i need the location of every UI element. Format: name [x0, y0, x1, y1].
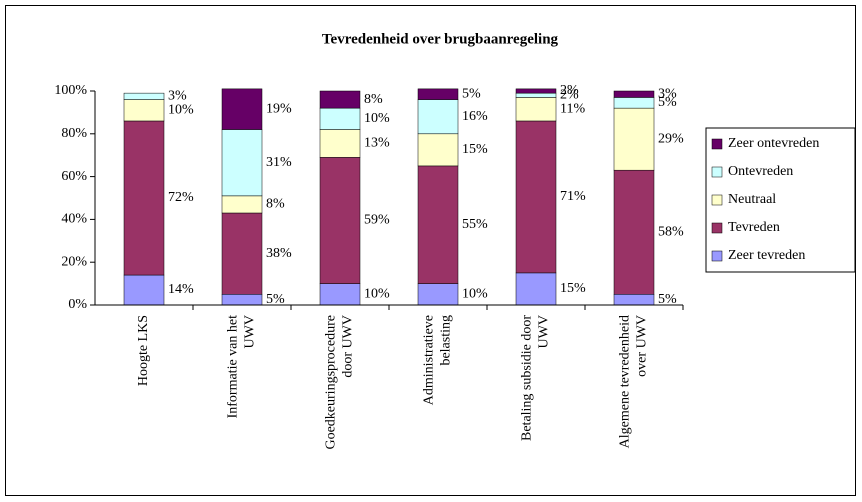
data-label: 38%	[266, 246, 292, 261]
bar-segment	[515, 272, 557, 306]
data-label: 10%	[462, 287, 488, 302]
bar-segment	[221, 212, 263, 295]
bar-segment	[123, 99, 165, 122]
legend-label: Zeer ontevreden	[728, 136, 819, 151]
bar-segment	[319, 107, 361, 130]
bar-segment	[319, 90, 361, 109]
data-label: 5%	[462, 86, 481, 101]
data-label: 59%	[364, 213, 390, 228]
data-label: 55%	[462, 217, 488, 232]
x-tick-label: Betaling subsidie door UWV	[520, 315, 552, 441]
bar-segment	[221, 294, 263, 306]
data-label: 10%	[364, 287, 390, 302]
data-label: 15%	[462, 142, 488, 157]
data-label: 72%	[168, 190, 194, 205]
data-label: 3%	[168, 89, 187, 104]
bar-segment	[123, 92, 165, 100]
chart-title: Tevredenheid over brugbaanregeling	[322, 31, 559, 47]
data-label: 31%	[266, 155, 292, 170]
x-tick-label-line: door UWV	[341, 315, 356, 378]
data-label: 3%	[658, 86, 677, 101]
bar-segment	[613, 107, 655, 171]
x-tick-label-line: Algemene tevredenheid	[618, 315, 633, 448]
data-label: 8%	[364, 92, 383, 107]
data-label: 19%	[266, 101, 292, 116]
data-label: 13%	[364, 136, 390, 151]
data-label: 10%	[168, 102, 194, 117]
bar-segment	[221, 195, 263, 214]
data-label: 2%	[560, 83, 579, 98]
data-label: 58%	[658, 224, 684, 239]
bar-segment	[515, 97, 557, 122]
bar-segment	[417, 88, 459, 100]
bar-segment	[613, 97, 655, 109]
y-tick-label: 0%	[68, 297, 87, 312]
legend-box	[705, 127, 856, 273]
data-label: 71%	[560, 189, 586, 204]
x-tick-label-line: Betaling subsidie door	[520, 315, 535, 441]
legend-swatch	[711, 250, 723, 262]
bar-segment	[319, 157, 361, 284]
x-tick-label: Goedkeuringsprocedure door UWV	[324, 315, 356, 450]
legend-label: Ontevreden	[728, 164, 793, 179]
data-label: 10%	[364, 111, 390, 126]
legend-label: Tevreden	[728, 220, 780, 235]
data-label: 16%	[462, 109, 488, 124]
y-tick-label: 20%	[61, 254, 87, 269]
legend-swatch	[711, 194, 723, 206]
x-tick-label-line: belasting	[439, 315, 454, 366]
x-tick-label-line: Hoogte LKS	[136, 315, 151, 386]
x-tick-label-line: over UWV	[635, 315, 650, 377]
x-tick-label-line: UWV	[243, 315, 258, 348]
bar-segment	[613, 169, 655, 295]
x-tick-label: Informatie van het UWV	[226, 315, 258, 419]
bar-segment	[613, 90, 655, 98]
data-label: 14%	[168, 282, 194, 297]
bar-segment	[613, 294, 655, 306]
x-tick-label-line: Informatie van het	[226, 315, 241, 419]
bar-segment	[417, 99, 459, 135]
bar-segment	[319, 129, 361, 158]
legend-swatch	[711, 222, 723, 234]
bar-segment	[515, 120, 557, 274]
bar-segment	[515, 88, 557, 94]
bar-segment	[417, 283, 459, 306]
bar-segment	[417, 165, 459, 284]
bar-segment	[417, 133, 459, 167]
data-label: 5%	[266, 292, 285, 307]
bar-segment	[221, 129, 263, 197]
bar-segment	[123, 274, 165, 306]
y-tick-label: 40%	[61, 212, 87, 227]
bar-segment	[221, 88, 263, 130]
x-tick-label-line: Goedkeuringsprocedure	[324, 315, 339, 450]
x-tick-label-line: Administratieve	[422, 315, 437, 405]
y-tick-label: 60%	[61, 169, 87, 184]
x-tick-label: Administratieve belasting	[422, 315, 454, 405]
bar-segment	[123, 120, 165, 276]
x-tick-label: Hoogte LKS	[136, 315, 151, 386]
legend-label: Zeer tevreden	[728, 248, 805, 263]
x-tick-label-line: UWV	[537, 315, 552, 348]
data-label: 8%	[266, 197, 285, 212]
data-label: 15%	[560, 281, 586, 296]
y-tick-label: 100%	[54, 83, 87, 98]
x-tick-label: Algemene tevredenheid over UWV	[618, 315, 650, 448]
data-label: 29%	[658, 131, 684, 146]
data-label: 5%	[658, 292, 677, 307]
data-label: 11%	[560, 101, 585, 116]
bar-segment	[319, 283, 361, 306]
data-label: 2%	[560, 87, 579, 102]
legend-label: Neutraal	[728, 192, 776, 207]
legend-swatch	[711, 166, 723, 178]
y-tick-label: 80%	[61, 126, 87, 141]
legend-swatch	[711, 138, 723, 150]
data-label: 5%	[658, 95, 677, 110]
bar-segment	[515, 92, 557, 98]
